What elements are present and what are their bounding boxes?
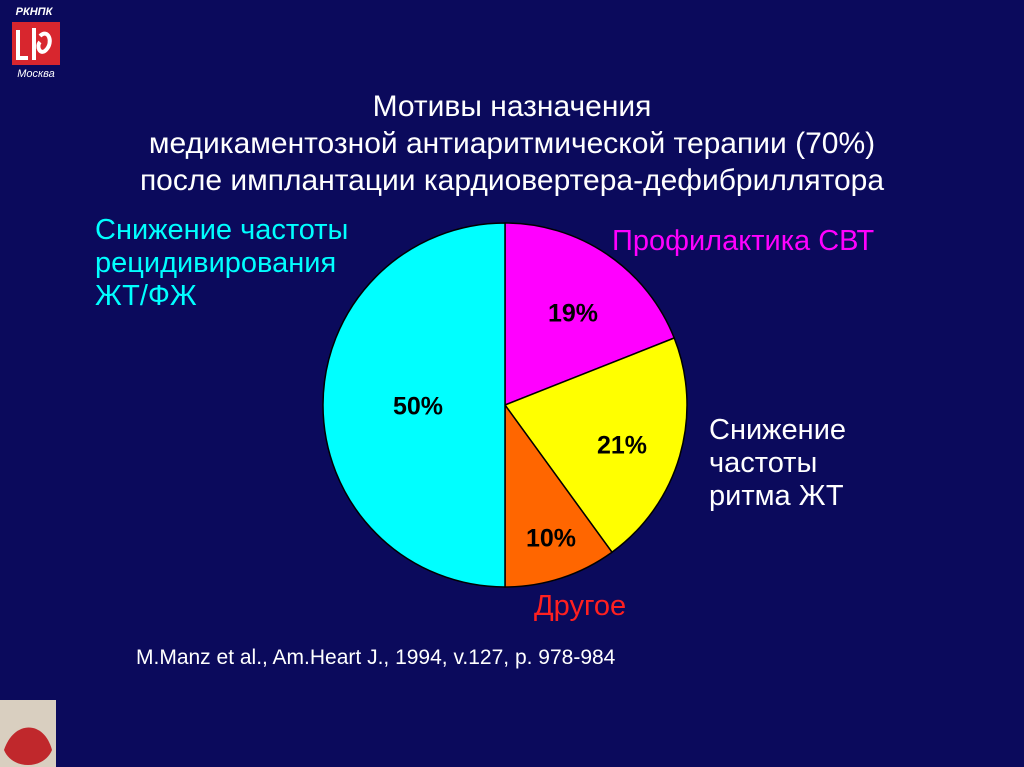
pie: 19% 21% 10% 50% — [322, 222, 688, 588]
pie-slice — [503, 337, 688, 554]
source: M.Manz et al., Am.Heart J., 1994, v.127,… — [136, 646, 616, 669]
category-label: Другое — [534, 590, 627, 622]
chart-title: Мотивы назначения медикаментозной антиар… — [139, 90, 885, 197]
category-label: Снижение частоты ритма ЖТ — [709, 414, 847, 512]
logo: РКНПК Москва — [12, 6, 60, 80]
value-label: 21% — [597, 432, 647, 460]
value-label: 50% — [393, 393, 443, 421]
society-logo-heart — [4, 727, 52, 765]
society-logo — [0, 700, 56, 767]
logo-mark — [16, 28, 52, 60]
category-label: Снижение частоты рецидивирования ЖТ/ФЖ — [95, 214, 349, 312]
logo-top: РКНПК — [16, 6, 54, 18]
value-label: 10% — [526, 525, 576, 553]
category-label: Профилактика СВТ — [612, 225, 875, 257]
pie-slice — [504, 402, 614, 588]
value-label: 19% — [548, 300, 598, 328]
pie-slice — [322, 222, 506, 588]
pie-slice — [504, 222, 676, 407]
logo-bottom: Москва — [17, 68, 55, 80]
